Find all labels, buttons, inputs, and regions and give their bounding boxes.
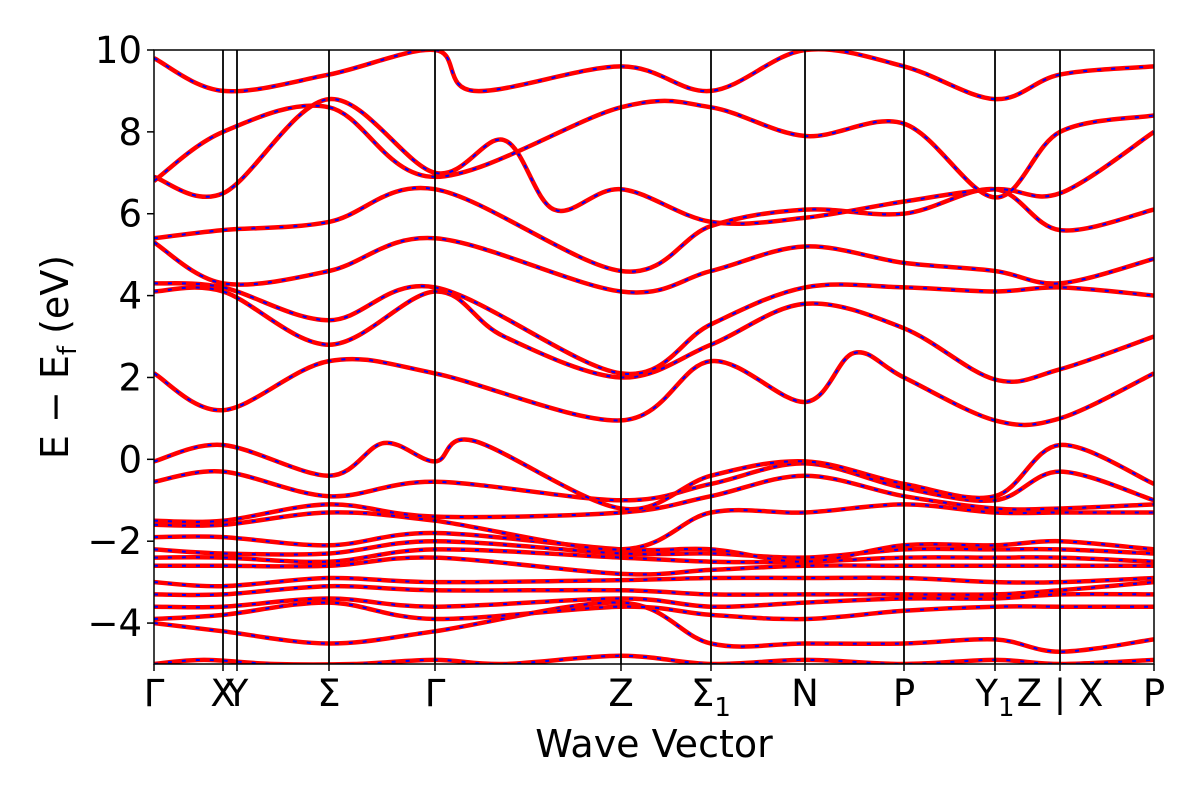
plot-frame — [153, 49, 1155, 665]
y-tick-label: 4 — [118, 275, 142, 318]
band-line-13-dashed — [154, 462, 1154, 502]
band-line-17-dashed — [154, 282, 1154, 375]
y-axis-label-unit: (eV) — [33, 255, 77, 346]
x-tick-label: Y1 — [974, 672, 1014, 723]
x-tick-label: X — [210, 672, 235, 715]
kpoint-separators — [222, 50, 1061, 664]
band-line-20-dashed — [154, 98, 1154, 225]
band-line-15-dashed — [154, 351, 1154, 426]
y-tick-label: 0 — [118, 438, 142, 481]
band-line-3-dashed — [154, 601, 1154, 621]
band-line-21-dashed — [154, 99, 1154, 199]
y-axis-ticks: −4 −2 0 2 4 6 8 10 — [87, 29, 154, 645]
band-line-8 — [154, 547, 1154, 565]
y-axis-label: E − Ef (eV) — [33, 255, 83, 459]
x-tick-label: Γ — [425, 672, 446, 715]
x-tick-label: Y — [225, 672, 249, 715]
band-line-5 — [154, 579, 1154, 598]
band-line-22 — [154, 50, 1154, 102]
x-tick-label: Z — [608, 672, 633, 715]
band-lines — [154, 50, 1154, 664]
band-line-6 — [154, 575, 1154, 589]
x-tick-label: Z | X — [1017, 672, 1104, 715]
y-axis-label-subscript: f — [53, 345, 83, 355]
x-tick-label: Σ — [317, 672, 340, 715]
band-line-7 — [154, 555, 1154, 577]
y-tick-label: −4 — [87, 602, 142, 645]
band-line-9 — [154, 538, 1154, 560]
band-line-10-dashed — [154, 531, 1154, 563]
y-tick-label: 8 — [118, 111, 142, 154]
band-line-21 — [154, 98, 1154, 200]
band-line-11-dashed — [154, 503, 1154, 551]
band-line-4 — [154, 591, 1154, 610]
x-tick-label: Γ — [144, 672, 165, 715]
x-tick-label: P — [893, 672, 915, 715]
x-tick-label: P — [1143, 672, 1165, 715]
y-tick-label: −2 — [87, 520, 142, 563]
band-line-1 — [154, 653, 1154, 664]
band-line-20 — [154, 96, 1154, 227]
band-line-18-dashed — [154, 237, 1154, 294]
band-line-17 — [154, 281, 1154, 377]
band-line-2-dashed — [154, 601, 1154, 653]
y-tick-label: 10 — [95, 29, 142, 72]
y-axis-label-main: E − E — [33, 355, 77, 459]
band-line-12-dashed — [154, 474, 1154, 523]
x-axis-ticks: Γ XY Σ Γ Z Σ1 N P Y1 Z | X P — [144, 664, 1165, 723]
x-tick-label: N — [791, 672, 819, 715]
x-axis-label: Wave Vector — [535, 722, 773, 766]
band-line-19-dashed — [154, 186, 1154, 273]
y-tick-label: 2 — [118, 356, 142, 399]
x-tick-label: Σ1 — [691, 672, 731, 723]
y-tick-label: 6 — [118, 193, 142, 236]
band-line-15 — [154, 350, 1154, 428]
